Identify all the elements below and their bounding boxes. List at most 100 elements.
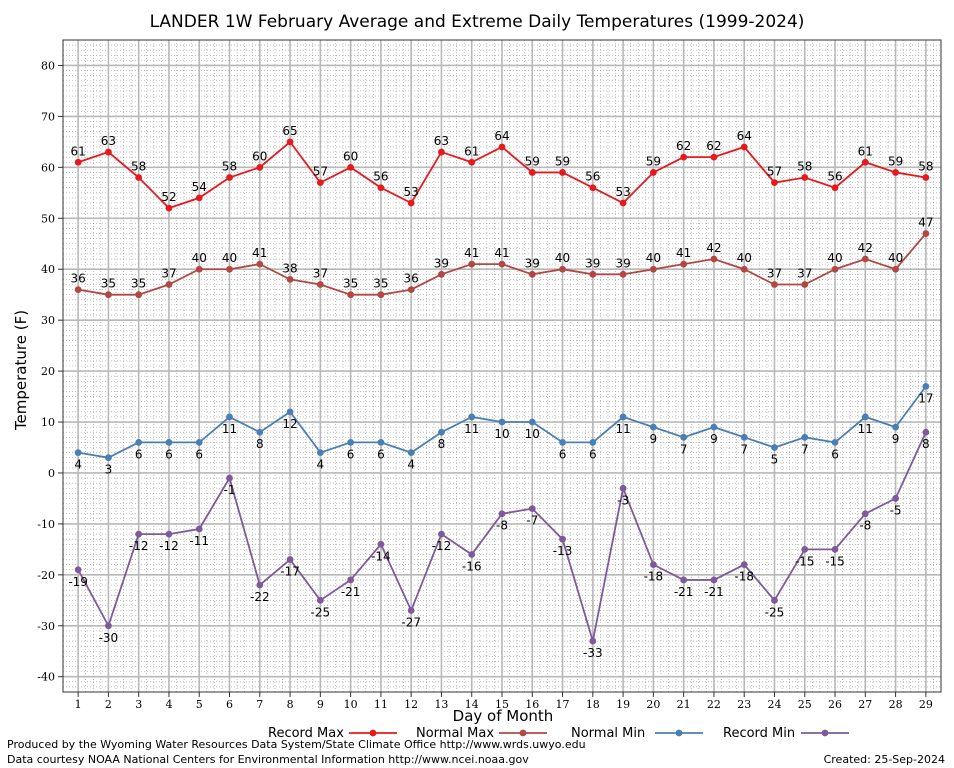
- x-tick-label: 16: [525, 698, 539, 711]
- normal-max-point: [619, 270, 627, 278]
- y-axis-ticks: -40 -30 -20 -10 0 10 20 30 40 50 60 70 80: [37, 59, 63, 684]
- y-tick-label: 50: [41, 212, 55, 225]
- record-min-point: [105, 622, 112, 630]
- normal-max-point: [771, 281, 778, 288]
- record-min-data-label: -18: [644, 570, 664, 584]
- normal-max-point: [892, 265, 899, 273]
- normal-max-data-label: 40: [827, 251, 842, 265]
- normal-min-data-label: 11: [222, 422, 237, 436]
- record-min-data-label: -25: [765, 605, 785, 619]
- normal-min-data-label: 6: [195, 447, 203, 461]
- normal-max-point: [74, 286, 82, 293]
- normal-max-point: [861, 255, 869, 263]
- record-max-data-label: 64: [737, 129, 752, 143]
- normal-max-data-label: 47: [918, 216, 933, 230]
- record-min-data-label: -17: [280, 565, 300, 579]
- normal-min-point: [468, 413, 476, 421]
- normal-max-data-label: 41: [676, 246, 691, 260]
- normal-max-data-label: 42: [858, 241, 873, 255]
- record-max-data-label: 56: [827, 170, 842, 184]
- record-max-point: [498, 143, 506, 151]
- normal-min-data-label: 4: [317, 458, 325, 472]
- record-min-data-label: -11: [189, 534, 209, 548]
- record-max-point: [528, 169, 536, 176]
- normal-min-data-label: 7: [801, 442, 809, 456]
- x-tick-label: 26: [828, 698, 842, 711]
- record-min-data-label: -18: [734, 570, 754, 584]
- normal-max-point: [740, 265, 748, 273]
- record-min-point: [226, 474, 233, 482]
- record-min-data-label: -22: [250, 590, 270, 604]
- normal-max-data-label: 35: [101, 277, 116, 291]
- normal-max-point: [226, 265, 233, 273]
- normal-max-data-label: 35: [343, 277, 358, 291]
- x-tick-label: 18: [586, 698, 600, 711]
- record-max-data-label: 58: [797, 160, 812, 174]
- record-min-point: [680, 576, 688, 584]
- normal-max-data-label: 40: [222, 251, 237, 265]
- record-min-point: [286, 556, 294, 563]
- record-min-point: [740, 561, 748, 569]
- x-tick-label: 27: [858, 698, 872, 711]
- record-min-point: [438, 530, 445, 538]
- record-max-data-label: 53: [615, 185, 630, 199]
- normal-min-series: 4 3 6 6 6 11 8 12 4 6 6 4 8 11 10 10 6 6 11 9 7 9 7 5 7 6 11 9 17: [74, 382, 934, 477]
- record-min-point: [74, 566, 82, 574]
- normal-max-point: [559, 265, 566, 273]
- record-max-data-label: 53: [404, 185, 419, 199]
- record-max-point: [135, 174, 143, 181]
- record-max-data-label: 56: [585, 170, 600, 184]
- record-max-point: [438, 148, 445, 156]
- record-min-point: [135, 530, 143, 538]
- normal-min-data-label: 9: [650, 432, 658, 446]
- normal-min-point: [286, 408, 294, 416]
- x-tick-label: 22: [707, 698, 721, 711]
- normal-max-data-label: 39: [525, 256, 540, 270]
- x-tick-label: 14: [465, 698, 479, 711]
- normal-max-data-label: 36: [404, 272, 419, 286]
- record-min-series: -19 -30 -12 -12 -11 -1 -22 -17 -25 -21 -14 -27 -12 -1…: [68, 428, 930, 660]
- record-max-point: [256, 163, 264, 171]
- normal-min-point: [407, 449, 415, 456]
- x-tick-label: 21: [677, 698, 691, 711]
- record-max-point: [801, 174, 809, 181]
- x-tick-label: 23: [737, 698, 751, 711]
- record-min-point: [801, 545, 809, 553]
- y-tick-label: -40: [37, 671, 55, 684]
- normal-min-data-label: 10: [525, 427, 540, 441]
- normal-min-point: [195, 439, 203, 446]
- normal-min-point: [165, 439, 173, 446]
- x-tick-label: 8: [287, 698, 294, 711]
- record-max-data-label: 54: [192, 180, 207, 194]
- record-min-point: [649, 561, 657, 569]
- record-max-point: [710, 153, 718, 161]
- normal-max-data-label: 39: [585, 256, 600, 270]
- normal-min-point: [377, 439, 385, 446]
- x-tick-label: 12: [404, 698, 418, 711]
- normal-min-data-label: 12: [282, 417, 297, 431]
- normal-max-data-label: 40: [646, 251, 661, 265]
- normal-min-data-label: 8: [438, 437, 446, 451]
- normal-min-point: [559, 439, 566, 446]
- normal-max-data-label: 39: [434, 256, 449, 270]
- legend-label-normal-min: Normal Min: [571, 726, 645, 741]
- y-tick-label: 30: [41, 314, 55, 327]
- legend-marker-record-min: [821, 729, 829, 737]
- normal-max-data-label: 41: [252, 246, 267, 260]
- record-max-point: [680, 153, 688, 161]
- normal-max-point: [407, 286, 415, 293]
- normal-max-point: [528, 270, 536, 278]
- record-min-data-label: -8: [859, 519, 871, 533]
- record-max-data-label: 59: [888, 154, 903, 168]
- record-max-data-label: 60: [343, 149, 358, 163]
- record-max-point: [74, 158, 82, 166]
- legend-marker-normal-max: [519, 729, 527, 737]
- x-tick-label: 10: [344, 698, 358, 711]
- normal-min-point: [649, 423, 657, 431]
- x-tick-label: 4: [165, 698, 172, 711]
- record-min-point: [377, 540, 385, 548]
- record-min-data-label: -16: [462, 559, 482, 573]
- record-max-point: [195, 194, 203, 202]
- normal-max-point: [256, 260, 264, 268]
